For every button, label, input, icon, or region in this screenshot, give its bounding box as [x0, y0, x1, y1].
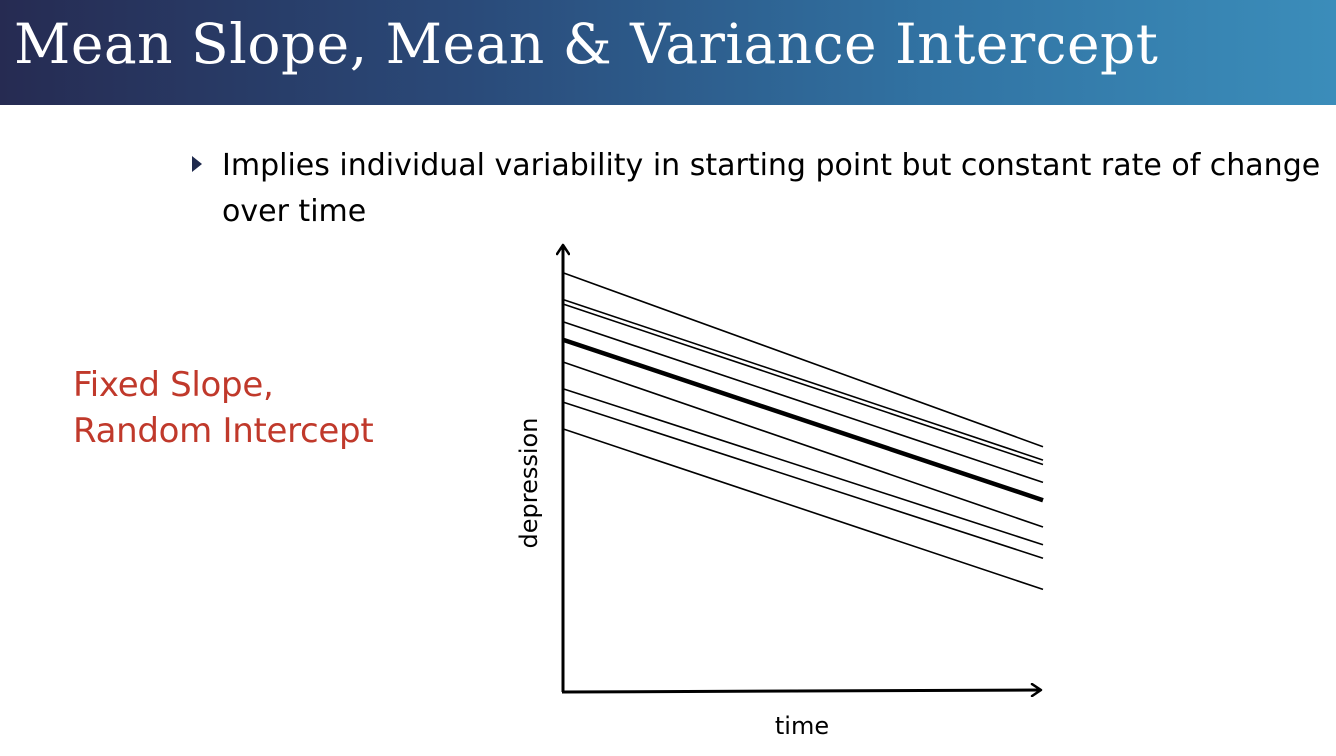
x-axis-label: time	[775, 712, 829, 740]
series-lines	[563, 273, 1043, 590]
individual-trajectory-line-3	[563, 304, 1043, 465]
individual-trajectory-line-9	[563, 429, 1043, 590]
individual-trajectory-line-2	[563, 300, 1043, 461]
individual-trajectory-line-4	[563, 322, 1043, 483]
y-axis-label: depression	[515, 418, 543, 549]
individual-trajectory-line-6	[563, 362, 1043, 527]
individual-trajectory-line-8	[563, 402, 1043, 558]
x-axis	[562, 690, 1040, 692]
individual-trajectory-line-7	[563, 389, 1043, 545]
